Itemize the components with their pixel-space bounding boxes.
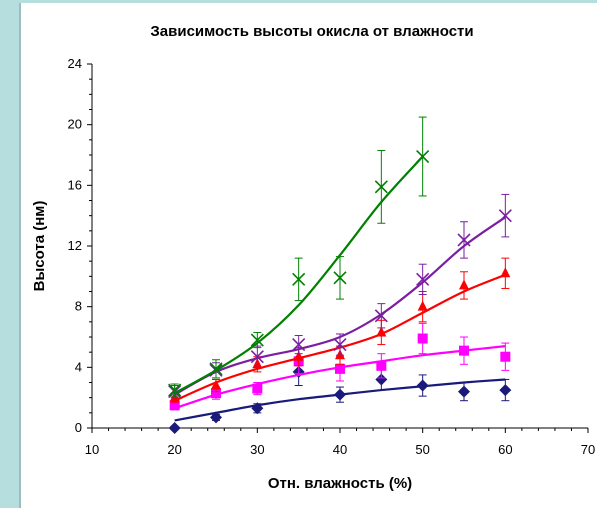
data-point [169,400,180,411]
x-axis-label: Отн. влажность (%) [268,475,412,492]
x-tick-label: 10 [85,442,99,457]
data-point [416,379,429,392]
data-point [333,271,347,285]
y-tick-label: 0 [75,420,82,435]
x-tick-label: 40 [333,442,347,457]
x-tick-label: 30 [250,442,264,457]
data-point [375,373,388,386]
data-point [417,333,428,344]
data-point [499,384,512,397]
y-tick-label: 12 [68,238,82,253]
y-tick-label: 24 [68,56,82,71]
data-point [168,422,181,434]
axes: 0 4 8 12 16 20 24 10 20 30 40 50 60 70 [68,56,596,457]
y-tick-label: 4 [75,359,82,374]
data-point [292,272,306,286]
data-point [417,300,428,311]
y-tick-label: 16 [68,177,82,192]
y-axis-label: Высота (нм) [31,201,48,292]
data-point [459,279,469,290]
data-point [252,383,263,394]
data-point [250,350,264,364]
data-point [209,362,223,376]
data-point [459,345,469,356]
data-point [458,385,470,398]
x-tick-label: 50 [415,442,429,457]
data-point [416,272,430,286]
data-point [376,360,387,371]
data-point [211,379,221,390]
data-point [210,411,222,424]
data-point [251,402,264,415]
data-point [457,233,471,247]
x-tick-label: 70 [581,442,595,457]
data-point [334,388,346,401]
data-point [376,326,387,337]
data-point [498,209,512,223]
data-point [333,338,347,352]
data-point [374,180,388,194]
data-point [500,351,511,362]
chart-title: Зависимость высоты окисла от влажности [150,23,473,40]
chart-card [19,3,597,508]
data-point [211,388,221,399]
data-point [416,149,430,164]
data-point [374,309,388,323]
y-tick-label: 8 [75,299,82,314]
series-5 [168,116,430,397]
x-tick-label: 20 [167,442,181,457]
x-tick-label: 60 [498,442,512,457]
data-point [500,267,511,278]
data-point [168,383,182,397]
y-tick-label: 20 [68,117,82,132]
data-point [335,363,345,374]
data-point [292,338,306,352]
data-point [293,350,304,361]
data-marks [168,116,512,434]
data-point [250,333,264,347]
